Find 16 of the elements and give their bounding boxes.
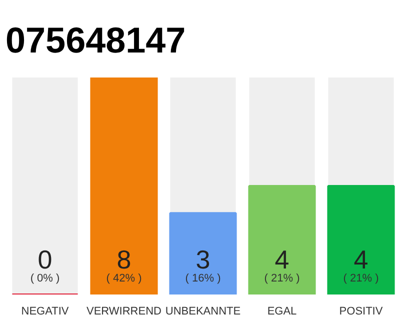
data-label: 4 [354,244,368,274]
annotation: ( 21% ) [264,272,300,284]
data-label: 0 [38,244,52,274]
data-label: 3 [196,244,210,274]
data-label: 4 [274,244,290,274]
annotation: ( 0% ) [30,272,60,284]
chart-title: 075648147 [6,20,186,60]
x-tick-label: EGAL [267,306,297,318]
x-tick-label: UNBEKANNTE [165,306,241,318]
annotation: ( 21% ) [343,272,379,284]
annotation: ( 42% ) [106,272,142,284]
x-tick-label: VERWIRREND [86,306,162,318]
annotation: ( 16% ) [185,272,221,284]
x-tick-label: POSITIV [339,306,384,318]
data-label: 8 [116,244,132,274]
x-tick-label: NEGATIV [21,306,70,318]
